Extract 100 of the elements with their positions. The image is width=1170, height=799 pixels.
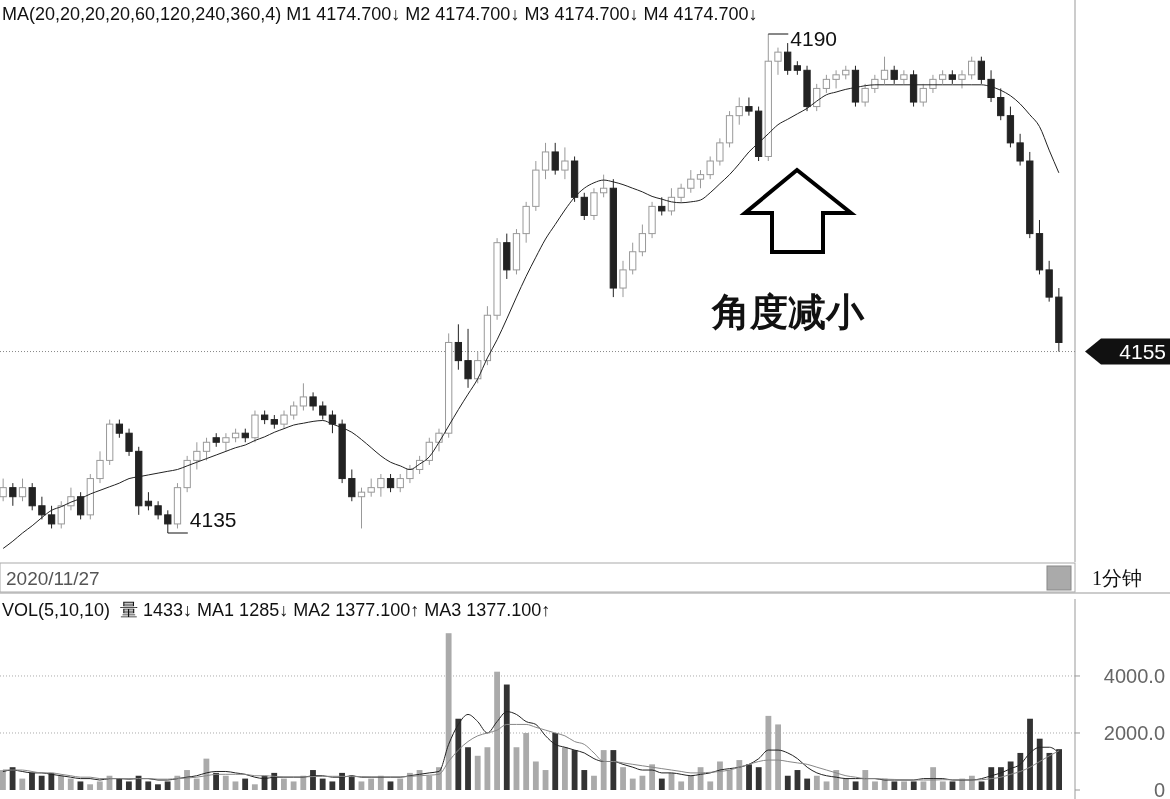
candlestick: [464, 328, 472, 389]
candlestick: [599, 174, 608, 198]
bar: [901, 781, 907, 790]
candlestick: [38, 496, 46, 520]
bar: [1007, 761, 1014, 790]
ref-line-label: 4155: [1119, 339, 1166, 363]
candlestick: [919, 83, 927, 108]
annotation: 角度减小: [711, 290, 865, 334]
candlestick: [251, 410, 259, 443]
bar: [310, 770, 316, 790]
bar: [658, 778, 665, 790]
candlestick: [435, 428, 443, 452]
bar: [368, 778, 375, 790]
bar: [290, 781, 297, 790]
bar: [581, 770, 588, 790]
candlestick: [900, 69, 908, 85]
candlestick: [561, 146, 569, 180]
candlestick: [929, 74, 937, 94]
candlestick: [9, 482, 17, 507]
candlestick: [328, 410, 337, 434]
candlestick: [125, 428, 133, 457]
bar: [213, 772, 219, 790]
bar: [939, 781, 946, 790]
candlestick: [658, 196, 666, 216]
candlestick: [406, 464, 414, 484]
bar: [920, 781, 927, 790]
candlestick: [357, 487, 366, 529]
candlestick: [784, 42, 792, 76]
bar: [426, 775, 433, 790]
candlestick: [629, 242, 637, 275]
bar: [465, 747, 471, 790]
bar: [949, 781, 956, 790]
candlestick: [735, 97, 743, 126]
candlestick: [396, 473, 404, 493]
candlestick: [47, 505, 56, 529]
text: MA(20,20,20,20,60,120,240,360,4) M1 4174.700↓ M2 4174.700↓ M3 4174.700↓ M4 4174.700↓: [2, 4, 758, 24]
bar: [629, 778, 636, 790]
candlestick: [880, 56, 889, 85]
bar: [978, 781, 985, 790]
bar: [717, 761, 723, 790]
y-tick-label: 0: [1153, 779, 1165, 799]
bar: [251, 784, 258, 790]
bar: [726, 770, 733, 790]
bar: [116, 778, 123, 790]
candlestick: [348, 468, 356, 502]
bar: [600, 750, 607, 790]
candlestick: [202, 437, 211, 461]
bar: [571, 750, 578, 790]
bar: [329, 781, 336, 790]
candlestick: [832, 69, 840, 89]
bar: [164, 781, 171, 790]
bar: [1027, 718, 1033, 790]
candlestick: [193, 441, 201, 470]
line-series: [2, 723, 1060, 781]
candlestick: [638, 224, 647, 257]
bar: [687, 775, 694, 790]
candlestick: [774, 47, 782, 76]
candlestick: [454, 323, 463, 371]
annotation: 4135: [189, 508, 237, 531]
candlestick: [590, 187, 598, 221]
bar: [707, 781, 714, 790]
bar: [77, 781, 84, 790]
candlestick: [28, 482, 36, 511]
bar: [804, 778, 811, 790]
candlestick: [696, 169, 705, 189]
candlestick: [367, 478, 375, 498]
bar: [38, 775, 45, 790]
bar: [203, 758, 210, 790]
bar: [852, 781, 859, 790]
bar: [232, 781, 239, 790]
bar: [591, 775, 597, 790]
candlestick: [309, 391, 317, 412]
candlestick: [319, 400, 327, 421]
bar: [145, 781, 152, 790]
text: 1分钟: [1092, 567, 1142, 589]
candlestick: [687, 169, 695, 194]
bar: [784, 775, 791, 790]
bar: [222, 775, 229, 790]
bar: [862, 770, 869, 790]
candlestick: [115, 419, 124, 439]
y-tick-label: 4000.0: [1103, 664, 1165, 687]
bar: [358, 781, 365, 790]
bar: [242, 778, 249, 790]
bar: [823, 781, 830, 790]
bar: [96, 781, 103, 790]
bar: [910, 781, 917, 790]
candlestick: [1016, 133, 1024, 167]
candlestick: [144, 491, 153, 511]
candlestick: [154, 500, 162, 520]
bar: [87, 784, 94, 790]
candlestick: [551, 142, 559, 176]
candlestick: [822, 74, 831, 94]
bar: [348, 775, 355, 790]
bar: [1036, 738, 1043, 790]
y-tick-label: 2000.0: [1103, 721, 1165, 744]
candlestick: [716, 137, 724, 167]
bar: [755, 767, 762, 790]
candlestick: [96, 450, 104, 484]
candlestick: [280, 410, 288, 430]
bar: [562, 747, 568, 790]
